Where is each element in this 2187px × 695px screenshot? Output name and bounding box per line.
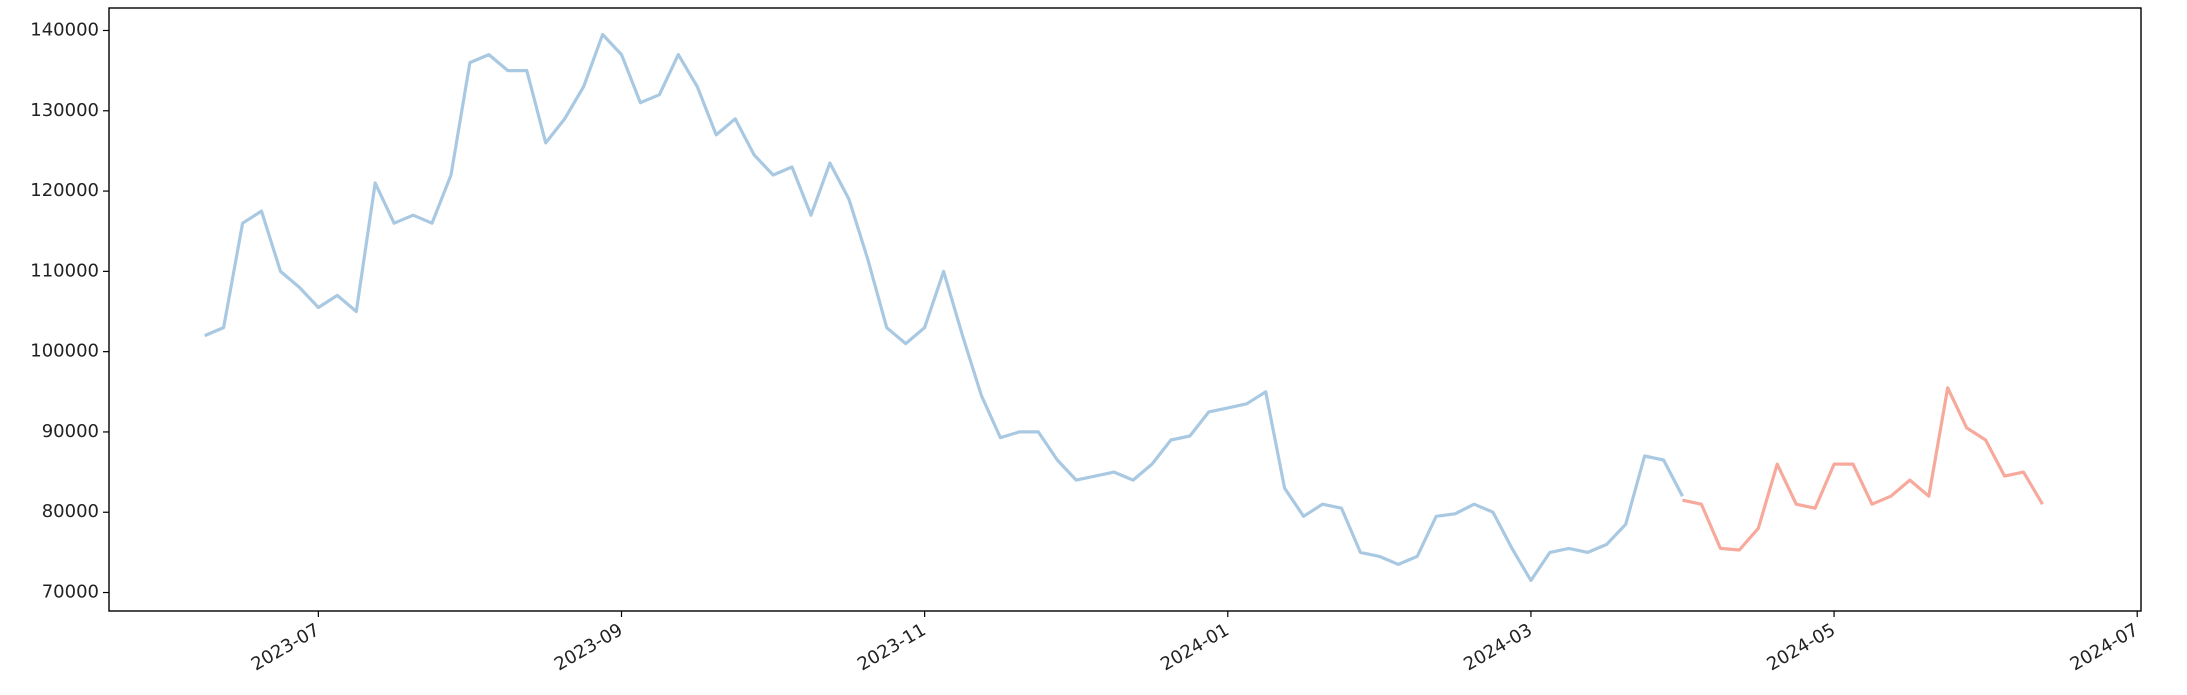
x-tick-label: 2024-03 <box>1460 619 1536 675</box>
plot-frame <box>108 7 2142 612</box>
y-tick-label: 140000 <box>30 19 99 40</box>
x-tick-label: 2024-05 <box>1763 619 1839 675</box>
y-tick-label: 70000 <box>42 582 99 603</box>
line-series <box>1682 386 2044 552</box>
line-series <box>204 32 1684 583</box>
y-tick-label: 110000 <box>30 260 99 281</box>
y-tick-label: 90000 <box>42 421 99 442</box>
x-tick-label: 2023-07 <box>248 619 324 675</box>
y-tick-label: 100000 <box>30 341 99 362</box>
x-tick-label: 2024-01 <box>1157 619 1233 675</box>
y-tick-label: 80000 <box>42 501 99 522</box>
y-tick-label: 130000 <box>30 100 99 121</box>
x-tick-label: 2023-11 <box>854 619 930 675</box>
x-tick-label: 2024-07 <box>2067 619 2143 675</box>
y-tick-label: 120000 <box>30 180 99 201</box>
x-tick-label: 2023-09 <box>551 619 627 675</box>
